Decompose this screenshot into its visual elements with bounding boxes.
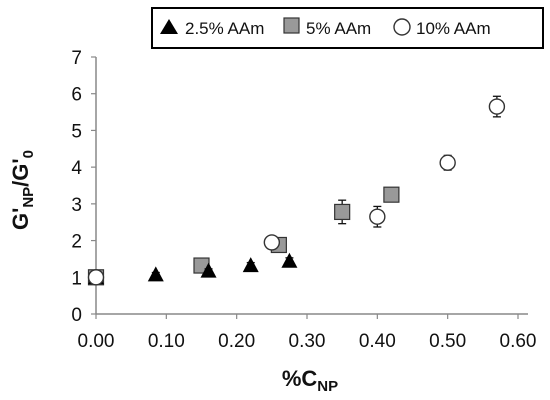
x-tick-label: 0.00: [78, 331, 115, 352]
legend-frame: [151, 7, 544, 49]
triangle-point: [281, 252, 298, 268]
y-axis-title: G'NP/G'0: [8, 150, 37, 230]
circle-point: [488, 98, 506, 115]
legend-label-10-aam: 10% AAm: [416, 19, 491, 38]
x-tick-label: 0.40: [359, 331, 396, 352]
y-tick-label: 1: [71, 268, 82, 289]
x-tick-label: 0.20: [218, 331, 255, 352]
data-points: [87, 95, 506, 286]
y-tick-label: 0: [71, 305, 82, 326]
legend: 2.5% AAm 5% AAm 10% AAm: [151, 7, 544, 49]
y-tick-label: 6: [71, 85, 82, 106]
y-tick-label: 7: [71, 48, 82, 69]
x-tick-label: 0.10: [148, 331, 185, 352]
triangle-point: [200, 262, 217, 278]
y-ticks: 0 1 2 3 4 5 6 7: [71, 48, 96, 326]
square-point: [334, 203, 351, 221]
y-tick-label: 2: [71, 232, 82, 253]
triangle-point: [242, 257, 259, 273]
legend-triangle-marker: [160, 19, 178, 34]
x-tick-label: 0.30: [289, 331, 326, 352]
x-axis-title: %CNP: [282, 366, 338, 395]
circle-point: [87, 269, 105, 286]
circle-point: [369, 208, 386, 225]
y-tick-label: 5: [71, 121, 82, 142]
legend-circle-marker: [393, 18, 411, 36]
legend-label-2-5-aam: 2.5% AAm: [185, 19, 264, 38]
circle-point: [263, 234, 281, 251]
legend-square-marker: [283, 17, 300, 34]
circle-point: [439, 154, 456, 171]
legend-label-5-aam: 5% AAm: [306, 19, 371, 38]
square-point: [383, 186, 400, 203]
triangle-point: [147, 266, 164, 282]
x-tick-label: 0.60: [500, 331, 537, 352]
x-tick-label: 0.50: [429, 331, 466, 352]
x-ticks: 0.00 0.10 0.20 0.30 0.40 0.50 0.60: [78, 314, 537, 352]
y-tick-label: 3: [71, 195, 82, 216]
y-tick-label: 4: [71, 158, 82, 179]
